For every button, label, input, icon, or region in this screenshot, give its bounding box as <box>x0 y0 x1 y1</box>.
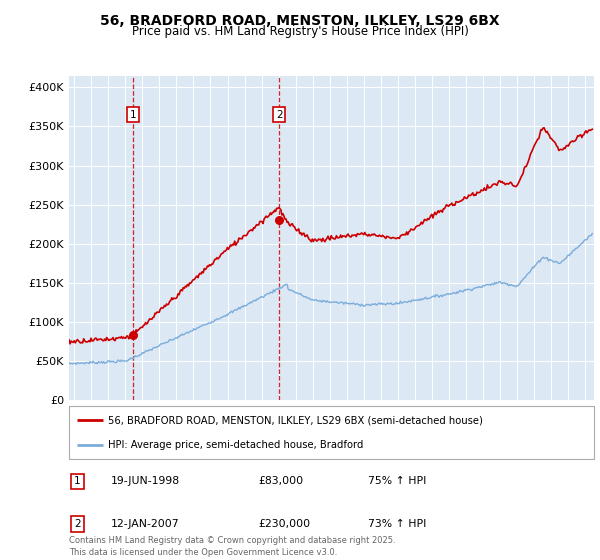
Text: 1: 1 <box>74 477 81 487</box>
Point <box>275 216 284 225</box>
Text: HPI: Average price, semi-detached house, Bradford: HPI: Average price, semi-detached house,… <box>109 440 364 450</box>
Point <box>128 331 138 340</box>
Text: 12-JAN-2007: 12-JAN-2007 <box>111 519 179 529</box>
Text: £83,000: £83,000 <box>258 477 303 487</box>
FancyBboxPatch shape <box>69 406 594 459</box>
Text: £230,000: £230,000 <box>258 519 310 529</box>
Text: 1: 1 <box>130 110 137 120</box>
Text: 56, BRADFORD ROAD, MENSTON, ILKLEY, LS29 6BX (semi-detached house): 56, BRADFORD ROAD, MENSTON, ILKLEY, LS29… <box>109 416 483 426</box>
Text: 73% ↑ HPI: 73% ↑ HPI <box>368 519 427 529</box>
Text: 56, BRADFORD ROAD, MENSTON, ILKLEY, LS29 6BX: 56, BRADFORD ROAD, MENSTON, ILKLEY, LS29… <box>100 14 500 28</box>
Text: 19-JUN-1998: 19-JUN-1998 <box>111 477 180 487</box>
Text: 2: 2 <box>276 110 283 120</box>
Text: 75% ↑ HPI: 75% ↑ HPI <box>368 477 427 487</box>
Text: 2: 2 <box>74 519 81 529</box>
Text: Price paid vs. HM Land Registry's House Price Index (HPI): Price paid vs. HM Land Registry's House … <box>131 25 469 38</box>
Text: Contains HM Land Registry data © Crown copyright and database right 2025.
This d: Contains HM Land Registry data © Crown c… <box>69 536 395 557</box>
